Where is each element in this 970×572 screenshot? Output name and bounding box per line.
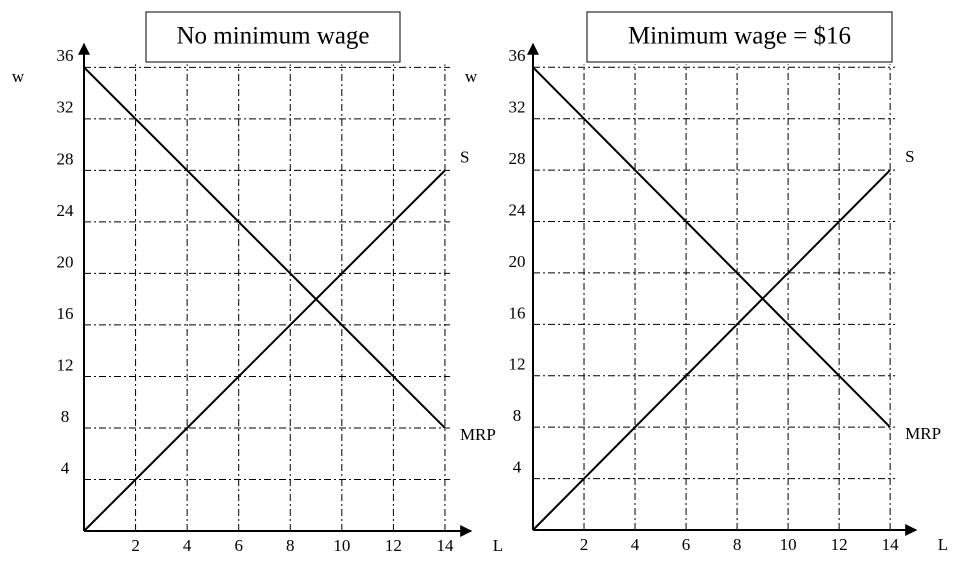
series-label: S: [905, 147, 914, 166]
y-tick-label: 28: [509, 149, 526, 168]
y-tick-label: 16: [57, 304, 74, 323]
y-axis-label: w: [12, 67, 25, 86]
y-tick-label: 28: [57, 149, 74, 168]
x-tick-label: 6: [234, 536, 243, 555]
y-tick-label: 4: [513, 457, 522, 476]
x-tick-label: 4: [183, 536, 192, 555]
chart-title: Minimum wage = $16: [628, 23, 851, 50]
chart-title: No minimum wage: [176, 23, 369, 50]
y-tick-label: 24: [509, 200, 527, 219]
y-tick-label: 32: [509, 98, 526, 117]
x-tick-label: 14: [882, 535, 900, 554]
y-tick-label: 36: [509, 46, 526, 65]
series-line: [532, 66, 891, 428]
y-tick-label: 16: [509, 303, 526, 322]
y-tick-label: 8: [513, 406, 522, 425]
x-tick-label: 12: [385, 536, 402, 555]
x-tick-label: 6: [682, 535, 691, 554]
x-tick-label: 8: [286, 536, 295, 555]
x-tick-label: 2: [580, 535, 589, 554]
x-tick-label: 8: [733, 535, 742, 554]
x-tick-label: 10: [333, 536, 350, 555]
series-label: MRP: [905, 424, 941, 443]
y-axis-label: w: [465, 67, 478, 86]
series-label: S: [460, 147, 469, 166]
series-line: [532, 169, 891, 531]
y-tick-label: 20: [509, 252, 526, 271]
y-tick-label: 32: [57, 98, 74, 117]
x-tick-label: 2: [131, 536, 140, 555]
series-line: [83, 66, 446, 429]
y-tick-label: 4: [61, 458, 70, 477]
y-tick-label: 12: [509, 355, 526, 374]
x-axis-label: L: [938, 535, 948, 554]
x-axis-label: L: [493, 536, 503, 555]
x-tick-label: 14: [436, 536, 454, 555]
x-tick-label: 10: [780, 535, 797, 554]
y-tick-label: 8: [61, 407, 70, 426]
y-tick-label: 24: [57, 201, 75, 220]
title-box: [586, 11, 893, 63]
x-tick-label: 4: [631, 535, 640, 554]
x-tick-label: 12: [831, 535, 848, 554]
title-box: [145, 11, 401, 63]
series-line: [83, 169, 446, 532]
y-tick-label: 36: [57, 46, 74, 65]
series-label: MRP: [460, 425, 496, 444]
y-tick-label: 20: [57, 252, 74, 271]
y-tick-label: 12: [57, 355, 74, 374]
